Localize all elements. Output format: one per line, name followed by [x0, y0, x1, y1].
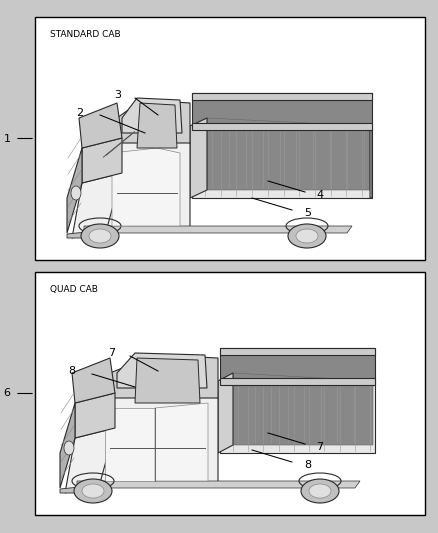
- Bar: [35, 272, 425, 515]
- Text: 4: 4: [316, 190, 324, 200]
- Ellipse shape: [301, 479, 339, 503]
- Polygon shape: [107, 133, 190, 228]
- Polygon shape: [79, 103, 122, 148]
- Polygon shape: [122, 98, 182, 133]
- Polygon shape: [192, 93, 372, 100]
- Polygon shape: [112, 148, 180, 226]
- Polygon shape: [220, 383, 375, 453]
- Polygon shape: [77, 481, 360, 488]
- Polygon shape: [72, 358, 115, 403]
- Polygon shape: [220, 348, 375, 355]
- Ellipse shape: [309, 484, 331, 498]
- Polygon shape: [155, 403, 208, 481]
- Ellipse shape: [82, 484, 104, 498]
- Polygon shape: [60, 403, 75, 488]
- Text: 8: 8: [304, 460, 311, 470]
- Ellipse shape: [64, 441, 74, 455]
- Polygon shape: [67, 148, 82, 233]
- Text: 6: 6: [4, 389, 11, 399]
- Polygon shape: [220, 348, 375, 383]
- Polygon shape: [192, 93, 372, 128]
- Text: 3: 3: [114, 90, 121, 100]
- Polygon shape: [67, 230, 107, 238]
- Polygon shape: [105, 408, 155, 481]
- Polygon shape: [137, 103, 177, 148]
- Ellipse shape: [296, 229, 318, 243]
- Polygon shape: [117, 100, 190, 143]
- Polygon shape: [370, 126, 372, 198]
- Polygon shape: [82, 138, 122, 183]
- Polygon shape: [192, 123, 372, 130]
- Text: QUAD CAB: QUAD CAB: [50, 285, 98, 294]
- Ellipse shape: [288, 224, 326, 248]
- Text: 8: 8: [68, 366, 76, 376]
- Polygon shape: [72, 173, 122, 238]
- Polygon shape: [117, 353, 207, 388]
- Polygon shape: [135, 358, 200, 403]
- Text: 2: 2: [77, 108, 84, 118]
- Polygon shape: [110, 355, 218, 398]
- Polygon shape: [60, 485, 100, 493]
- Text: 7: 7: [316, 442, 324, 452]
- Bar: [35, 17, 425, 260]
- Polygon shape: [75, 393, 115, 438]
- Text: 5: 5: [304, 208, 311, 218]
- Polygon shape: [233, 373, 373, 445]
- Ellipse shape: [89, 229, 111, 243]
- Text: 1: 1: [4, 133, 11, 143]
- Text: 7: 7: [109, 348, 116, 358]
- Polygon shape: [220, 378, 375, 385]
- Ellipse shape: [81, 224, 119, 248]
- Polygon shape: [190, 118, 207, 198]
- Text: STANDARD CAB: STANDARD CAB: [50, 30, 120, 39]
- Polygon shape: [65, 428, 115, 493]
- Polygon shape: [207, 118, 370, 190]
- Polygon shape: [192, 128, 372, 198]
- Ellipse shape: [71, 186, 81, 200]
- Polygon shape: [84, 226, 352, 233]
- Polygon shape: [100, 388, 218, 483]
- Ellipse shape: [74, 479, 112, 503]
- Polygon shape: [218, 373, 233, 453]
